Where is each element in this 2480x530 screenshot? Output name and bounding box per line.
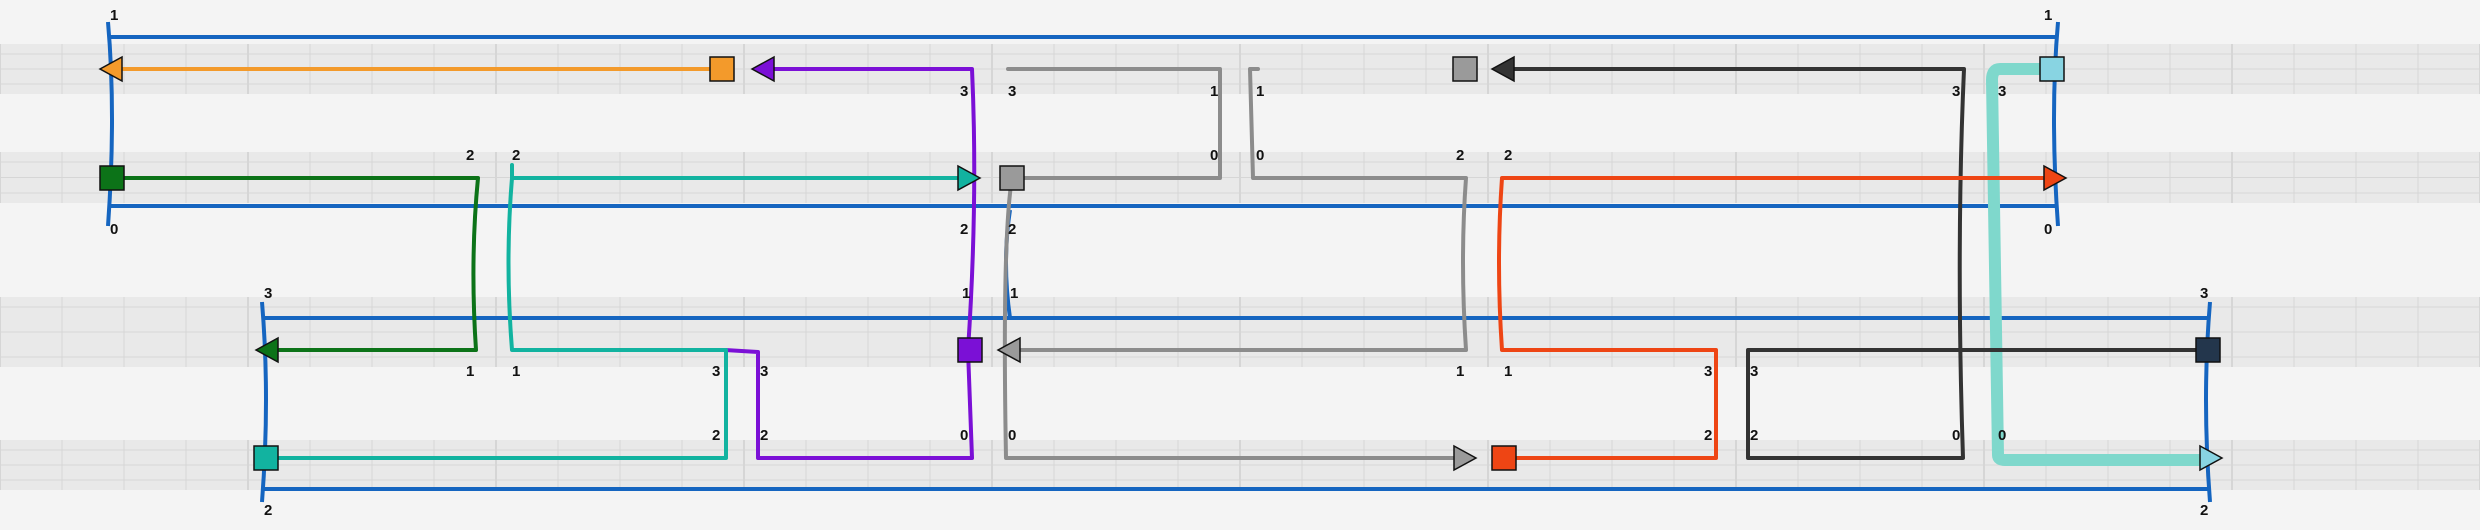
teal-square <box>253 445 279 471</box>
label: 2 <box>512 147 520 164</box>
gray-square <box>1452 56 1478 82</box>
light-blue-square <box>2039 56 2065 82</box>
label: 3 <box>712 363 720 380</box>
label: 1 <box>1256 83 1264 100</box>
label: 1 <box>1504 363 1512 380</box>
label: 2 <box>760 427 768 444</box>
bottom-frame <box>260 301 2212 503</box>
label: 2 <box>1504 147 1512 164</box>
label: 3 <box>1704 363 1712 380</box>
edge-red-orange <box>1497 176 2052 460</box>
label: 1 <box>1010 285 1018 302</box>
label: 0 <box>2044 221 2052 238</box>
label: 0 <box>1210 147 1218 164</box>
label: 0 <box>1256 147 1264 164</box>
label: 0 <box>1998 427 2006 444</box>
label: 3 <box>760 363 768 380</box>
purple-arrow-head <box>750 55 775 83</box>
gray-square-2 <box>999 165 1025 191</box>
label: 3 <box>960 83 968 100</box>
label: 0 <box>960 427 968 444</box>
label: 3 <box>1008 83 1016 100</box>
label: 0 <box>1952 427 1960 444</box>
red-square <box>1491 445 1517 471</box>
edge-gray-b <box>1008 67 1468 352</box>
green-arrow-head <box>254 336 279 364</box>
label: 1 <box>1210 83 1218 100</box>
grid-background <box>0 44 2480 490</box>
orange-arrow-head <box>98 55 123 83</box>
orange-square <box>709 56 735 82</box>
label: 1 <box>512 363 520 380</box>
gray-arrow-head-2 <box>1453 444 1478 472</box>
label: 2 <box>2200 502 2208 519</box>
label: 3 <box>1952 83 1960 100</box>
label: 0 <box>110 221 118 238</box>
label: 3 <box>2200 285 2208 302</box>
label: 2 <box>466 147 474 164</box>
label: 2 <box>712 427 720 444</box>
bottom-frame-right-bracket <box>2204 301 2212 503</box>
markers <box>98 55 2224 472</box>
bottom-frame-left-bracket <box>260 301 268 503</box>
label: 2 <box>1704 427 1712 444</box>
teal-arrow-head <box>957 164 982 192</box>
edge-light-teal <box>1986 63 2211 466</box>
edge-green <box>110 176 480 352</box>
red-arrow-head <box>2043 164 2068 192</box>
gray-arrow-head <box>996 336 1021 364</box>
dark-arrow-head <box>1490 55 1515 83</box>
edge-dark <box>1504 67 2205 460</box>
label: 2 <box>1008 221 1016 238</box>
label: 3 <box>264 285 272 302</box>
label: 3 <box>1750 363 1758 380</box>
edge-teal <box>264 163 970 460</box>
edge-purple <box>723 67 977 460</box>
top-frame-right-bracket <box>2052 21 2060 227</box>
edge-gray-a <box>1002 67 1462 460</box>
label: 1 <box>110 7 118 24</box>
purple-square <box>957 337 983 363</box>
label: 1 <box>1456 363 1464 380</box>
label: 2 <box>1750 427 1758 444</box>
label: 2 <box>1456 147 1464 164</box>
top-frame <box>106 21 2060 227</box>
label: 2 <box>264 502 272 519</box>
top-frame-left-bracket <box>106 21 114 227</box>
label: 1 <box>466 363 474 380</box>
label: 2 <box>960 221 968 238</box>
light-teal-arrow-head <box>2199 444 2224 472</box>
green-square <box>99 165 125 191</box>
label: 1 <box>962 285 970 302</box>
navy-square <box>2195 337 2221 363</box>
label: 3 <box>1998 83 2006 100</box>
label: 1 <box>2044 7 2052 24</box>
label: 0 <box>1008 427 1016 444</box>
port-labels: 1 1 0 0 3 3 2 2 3 3 1 1 3 3 2 2 0 0 2 2 … <box>110 7 2208 519</box>
